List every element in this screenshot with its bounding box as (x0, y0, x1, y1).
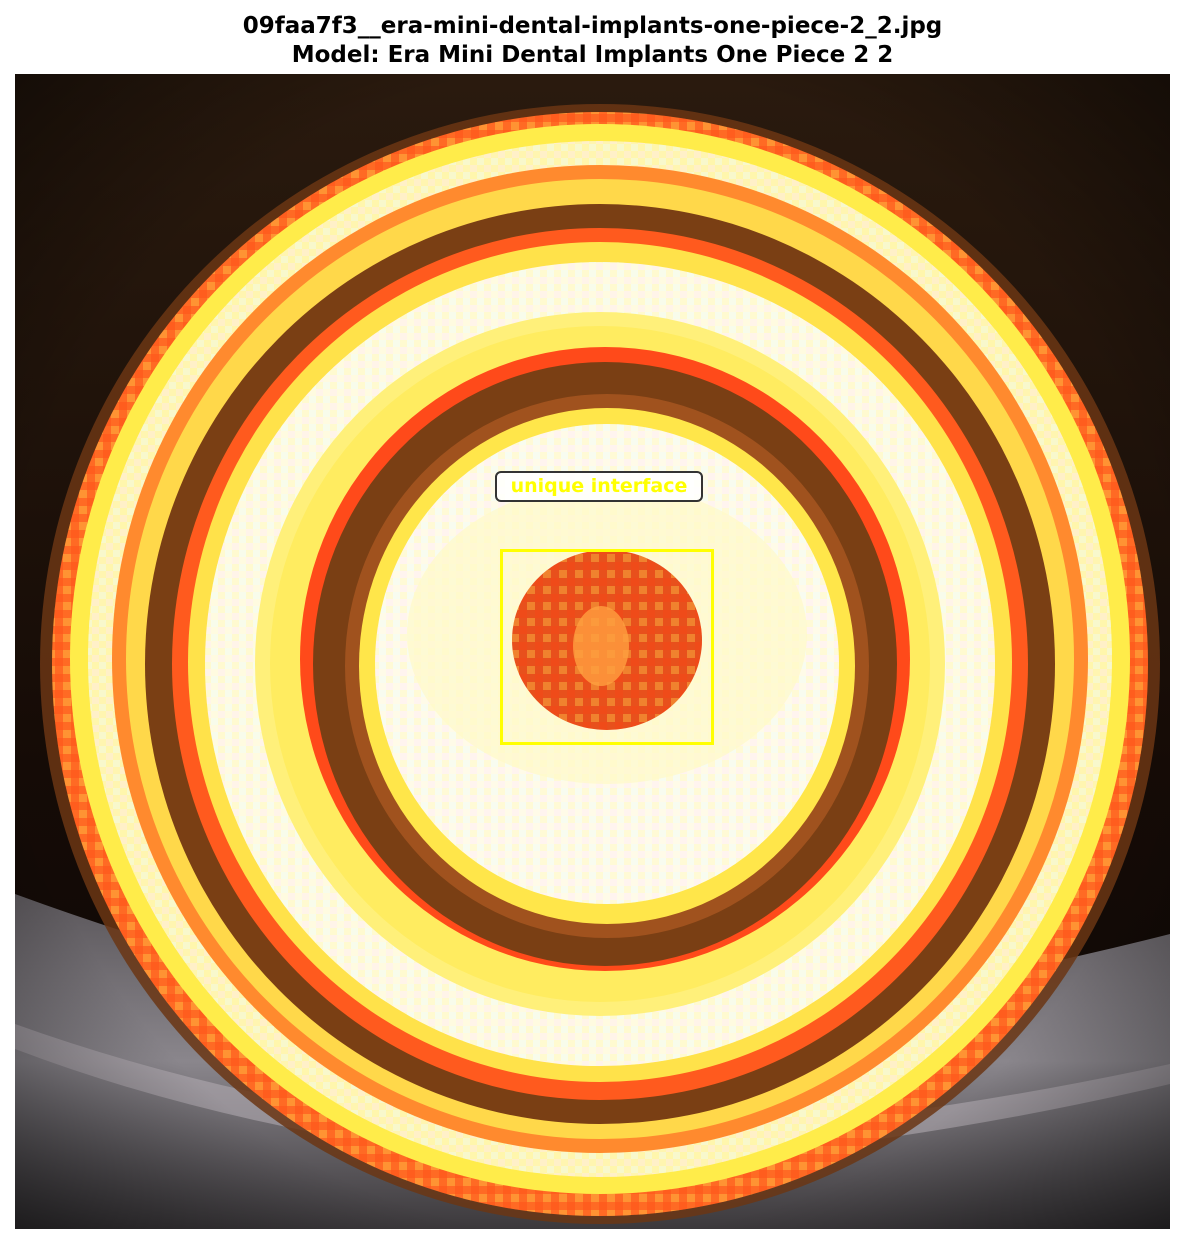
image-filename-title: 09faa7f3__era-mini-dental-implants-one-p… (242, 13, 943, 39)
model-name-title: Model: Era Mini Dental Implants One Piec… (291, 42, 894, 68)
annotation-label-box: unique interface (495, 471, 703, 502)
implant-photo (15, 74, 1170, 1229)
implant-photo-render (15, 74, 1170, 1229)
annotation-bounding-box (500, 549, 714, 745)
annotation-label-text: unique interface (510, 475, 688, 497)
